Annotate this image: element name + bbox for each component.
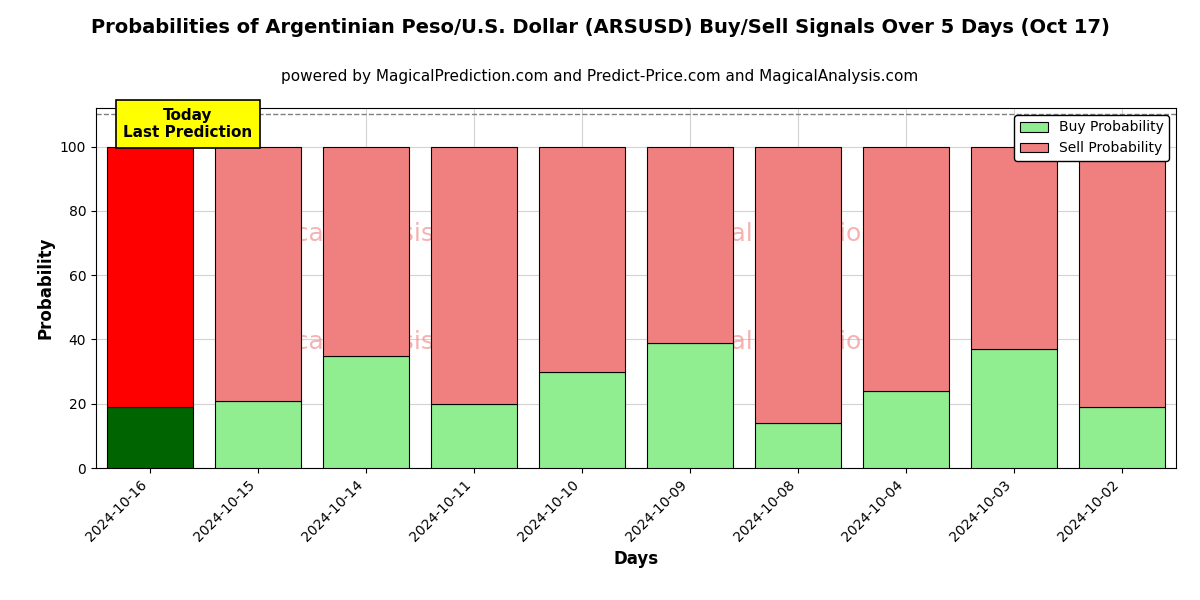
Bar [431,146,517,404]
Text: Today
Last Prediction: Today Last Prediction [124,108,252,140]
Bar [323,355,409,468]
Bar [539,371,625,468]
Bar [323,146,409,355]
Bar [1079,407,1165,468]
Bar [107,146,193,407]
Text: powered by MagicalPrediction.com and Predict-Price.com and MagicalAnalysis.com: powered by MagicalPrediction.com and Pre… [281,69,919,84]
Text: MagicalAnalysis.com: MagicalAnalysis.com [236,222,496,246]
Bar [971,349,1057,468]
Bar [107,407,193,468]
Bar [539,146,625,371]
Bar [755,423,841,468]
Text: MagicalPrediction.com: MagicalPrediction.com [658,222,938,246]
Bar [863,146,949,391]
Bar [647,343,733,468]
Bar [215,146,301,401]
Bar [863,391,949,468]
Bar [431,404,517,468]
Bar [215,401,301,468]
Bar [647,146,733,343]
X-axis label: Days: Days [613,550,659,568]
Bar [1079,146,1165,407]
Text: MagicalAnalysis.com: MagicalAnalysis.com [236,330,496,354]
Bar [755,146,841,423]
Y-axis label: Probability: Probability [36,237,54,339]
Bar [971,146,1057,349]
Legend: Buy Probability, Sell Probability: Buy Probability, Sell Probability [1014,115,1169,161]
Text: Probabilities of Argentinian Peso/U.S. Dollar (ARSUSD) Buy/Sell Signals Over 5 D: Probabilities of Argentinian Peso/U.S. D… [90,18,1110,37]
Text: MagicalPrediction.com: MagicalPrediction.com [658,330,938,354]
